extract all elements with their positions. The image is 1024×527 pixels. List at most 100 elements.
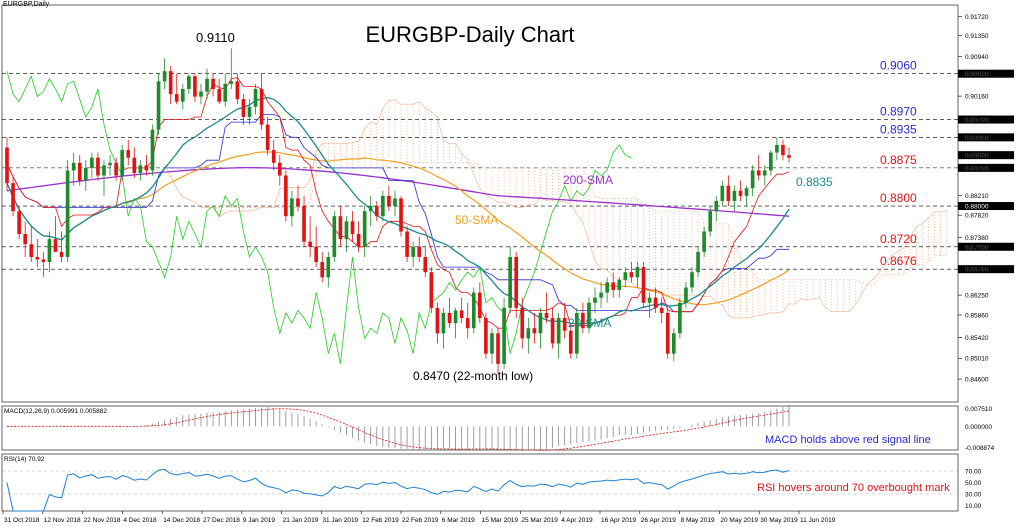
date-tick-label: 22 Nov 2018: [84, 517, 121, 524]
candle-body: [641, 267, 646, 303]
macd-note: MACD holds above red signal line: [765, 434, 931, 446]
price-tick-label: 0.84600: [965, 377, 989, 384]
candle-body: [29, 244, 34, 257]
candle-body: [247, 106, 252, 117]
price-tag-box: [958, 242, 1014, 251]
chart-title: EURGBP-Daily Chart: [365, 22, 575, 47]
tenkan-sen-line: [6, 77, 790, 329]
sma-20-line: [6, 96, 790, 325]
candle-body: [253, 88, 258, 107]
rsi-tick-label: 10.00: [965, 503, 982, 510]
candle-body: [11, 183, 15, 212]
price-tag-box: [958, 115, 1014, 124]
candle-body: [229, 81, 234, 84]
candle-body: [387, 195, 391, 207]
candle-body: [132, 157, 137, 173]
candle-body: [647, 297, 652, 303]
rsi-tick-label: 70.00: [965, 469, 982, 476]
candle-body: [478, 292, 482, 319]
candle-body: [556, 318, 561, 344]
candle-body: [35, 256, 40, 260]
candle-body: [332, 216, 337, 257]
rsi-label: RSI(14) 70.92: [4, 456, 45, 463]
price-tick-label: 0.87820: [965, 213, 989, 220]
price-tick-label: 0.85420: [965, 335, 989, 342]
candle-body: [575, 312, 579, 354]
candle-body: [714, 200, 719, 212]
date-tick-label: 6 Mar 2019: [442, 517, 475, 524]
candle-body: [23, 234, 28, 245]
candle-body: [599, 292, 603, 298]
rsi-tick-label: 50.00: [965, 480, 982, 487]
candle-body: [41, 259, 46, 263]
indicator-lines: [6, 71, 947, 364]
date-tick-label: 21 Jan 2019: [283, 517, 319, 524]
price-tag-box: [958, 133, 1014, 142]
price-tick-label: 0.85860: [965, 312, 989, 319]
price-tick-label: 0.90940: [965, 54, 989, 61]
senkou-span-b: [164, 162, 947, 286]
price-tick-label: 0.89350: [965, 135, 989, 142]
candle-body: [526, 328, 531, 339]
candle-body: [368, 206, 373, 212]
candle-body: [593, 297, 597, 303]
candlestick-series: [5, 48, 791, 375]
date-tick-label: 4 Apr 2019: [561, 517, 593, 524]
sma-50-line: [6, 151, 790, 306]
candle-body: [138, 165, 143, 173]
candle-body: [417, 246, 422, 257]
candle-body: [702, 231, 706, 252]
candle-body: [629, 272, 634, 278]
price-tick-label: 0.86760: [965, 267, 989, 274]
candle-body: [617, 279, 622, 291]
date-tick-label: 8 May 2019: [681, 517, 715, 524]
candle-body: [199, 91, 203, 97]
date-tick-label: 31 Oct 2018: [4, 517, 40, 524]
candle-body: [762, 170, 767, 176]
price-tag-label: 0.89350: [965, 135, 989, 142]
level-label: 0.8970: [880, 105, 917, 119]
price-tick-label: 0.90160: [965, 94, 989, 101]
kijun-sen-line: [6, 114, 789, 313]
date-tick-label: 20 May 2019: [720, 517, 758, 524]
date-tick-label: 30 May 2019: [760, 517, 798, 524]
candle-body: [775, 144, 779, 153]
price-tag-box: [958, 265, 1014, 274]
price-tick-label: 0.85010: [965, 356, 989, 363]
candle-body: [538, 312, 543, 334]
candle-body: [568, 330, 573, 354]
candle-body: [756, 170, 761, 176]
candle-body: [120, 150, 124, 176]
candle-body: [562, 318, 567, 331]
date-tick-label: 9 Jan 2019: [243, 517, 276, 524]
annotation-label: 0.8835: [796, 175, 833, 189]
candle-body: [144, 165, 149, 171]
candle-body: [102, 165, 106, 176]
candle-body: [768, 152, 773, 171]
candle-body: [684, 287, 688, 303]
price-tag-box: [958, 151, 1014, 160]
candle-body: [490, 333, 494, 354]
candle-body: [732, 190, 737, 201]
candle-body: [399, 198, 403, 232]
candle-body: [362, 211, 367, 247]
candle-body: [672, 333, 676, 354]
candle-body: [678, 302, 682, 334]
candle-body: [720, 185, 725, 201]
candle-body: [241, 99, 246, 117]
candle-body: [665, 312, 670, 354]
candle-body: [174, 94, 179, 102]
rsi-frame: [1, 453, 959, 512]
annotation-label: 0.9110: [196, 30, 235, 45]
price-tick-label: 0.87200: [965, 244, 989, 251]
candle-body: [90, 157, 94, 168]
macd-tick-label: 0.000000: [965, 424, 992, 431]
candle-body: [435, 307, 440, 334]
date-tick-label: 12 Nov 2018: [44, 517, 81, 524]
price-tick-label: 0.88750: [965, 165, 989, 172]
candle-body: [787, 155, 791, 158]
candle-body: [314, 246, 318, 263]
date-axis: 31 Oct 2018 12 Nov 2018 22 Nov 2018 4 Dec 2…: [2, 511, 836, 524]
candle-body: [405, 231, 409, 257]
